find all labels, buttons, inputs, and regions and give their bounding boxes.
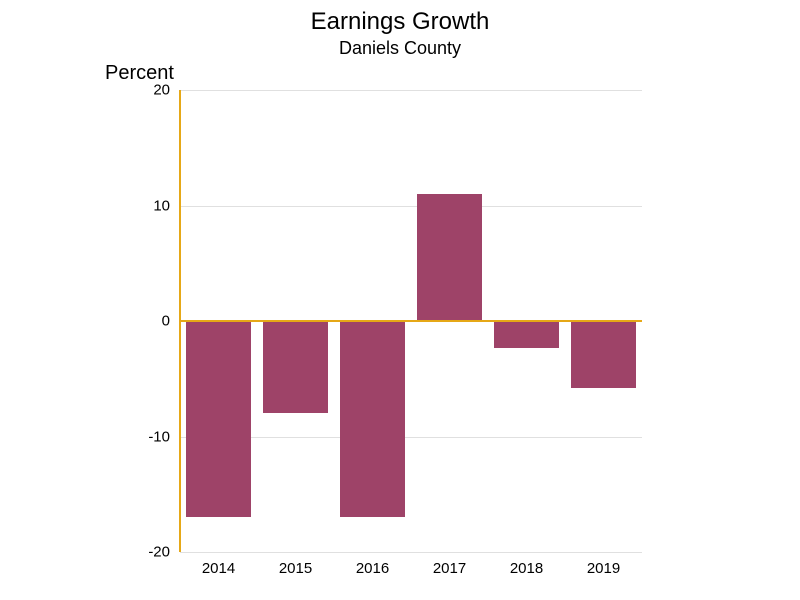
x-tick-label: 2019 — [587, 560, 620, 577]
y-tick-label: 20 — [130, 82, 170, 99]
chart-title: Earnings Growth — [0, 8, 800, 36]
y-axis-line — [179, 90, 181, 552]
y-tick-label: 0 — [130, 313, 170, 330]
gridline — [180, 90, 642, 91]
x-tick-label: 2018 — [510, 560, 543, 577]
y-tick-label: 10 — [130, 197, 170, 214]
bar — [417, 194, 482, 321]
y-tick-label: -10 — [130, 428, 170, 445]
x-tick-label: 2016 — [356, 560, 389, 577]
bar — [186, 321, 251, 517]
chart-subtitle: Daniels County — [0, 38, 800, 59]
bar — [340, 321, 405, 517]
x-tick-label: 2017 — [433, 560, 466, 577]
y-tick-label: -20 — [130, 544, 170, 561]
bar — [571, 321, 636, 388]
bar — [494, 321, 559, 348]
gridline — [180, 206, 642, 207]
chart-container: Earnings Growth Daniels County Percent -… — [0, 0, 800, 600]
x-tick-label: 2015 — [279, 560, 312, 577]
bar — [263, 321, 328, 413]
gridline — [180, 552, 642, 553]
plot-area: -20-1001020201420152016201720182019 — [180, 90, 642, 552]
x-tick-label: 2014 — [202, 560, 235, 577]
zero-axis-line — [180, 320, 642, 322]
